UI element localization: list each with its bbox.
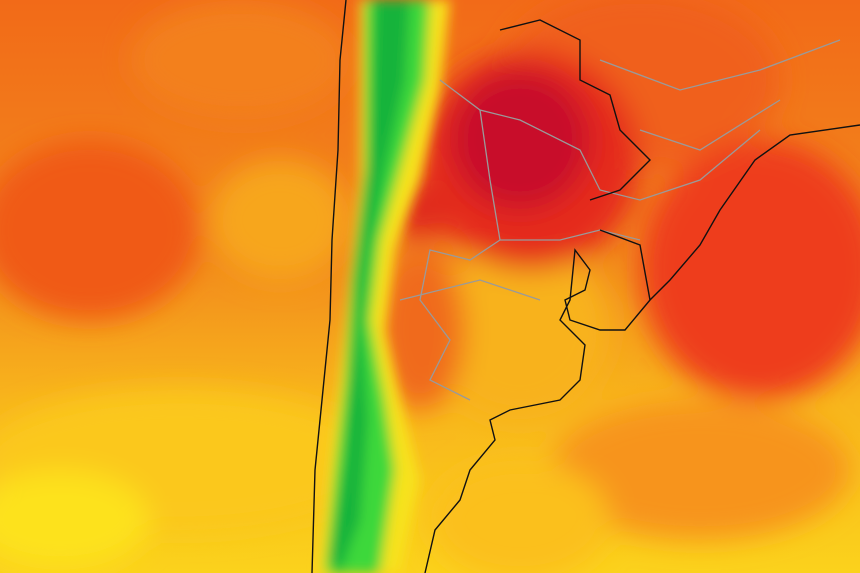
border — [500, 229, 641, 241]
heat-patch — [210, 160, 350, 280]
heat-patch — [430, 460, 610, 573]
heat-patch — [430, 240, 610, 420]
heat-patch — [550, 400, 850, 540]
border — [639, 99, 781, 151]
border — [419, 109, 501, 401]
border — [599, 229, 651, 301]
heat-patch — [450, 70, 590, 210]
heat-patch — [130, 0, 350, 120]
heat-patch — [0, 470, 150, 570]
andes — [320, 0, 450, 573]
coastline — [311, 0, 347, 573]
coastline — [424, 124, 860, 573]
borders — [399, 39, 841, 401]
border — [399, 279, 541, 301]
coastlines — [311, 0, 860, 573]
andes-band — [330, 0, 410, 573]
border — [499, 19, 651, 201]
heat-patch — [640, 140, 860, 400]
heat-patch — [0, 140, 200, 320]
border — [439, 79, 761, 201]
border — [599, 39, 841, 91]
